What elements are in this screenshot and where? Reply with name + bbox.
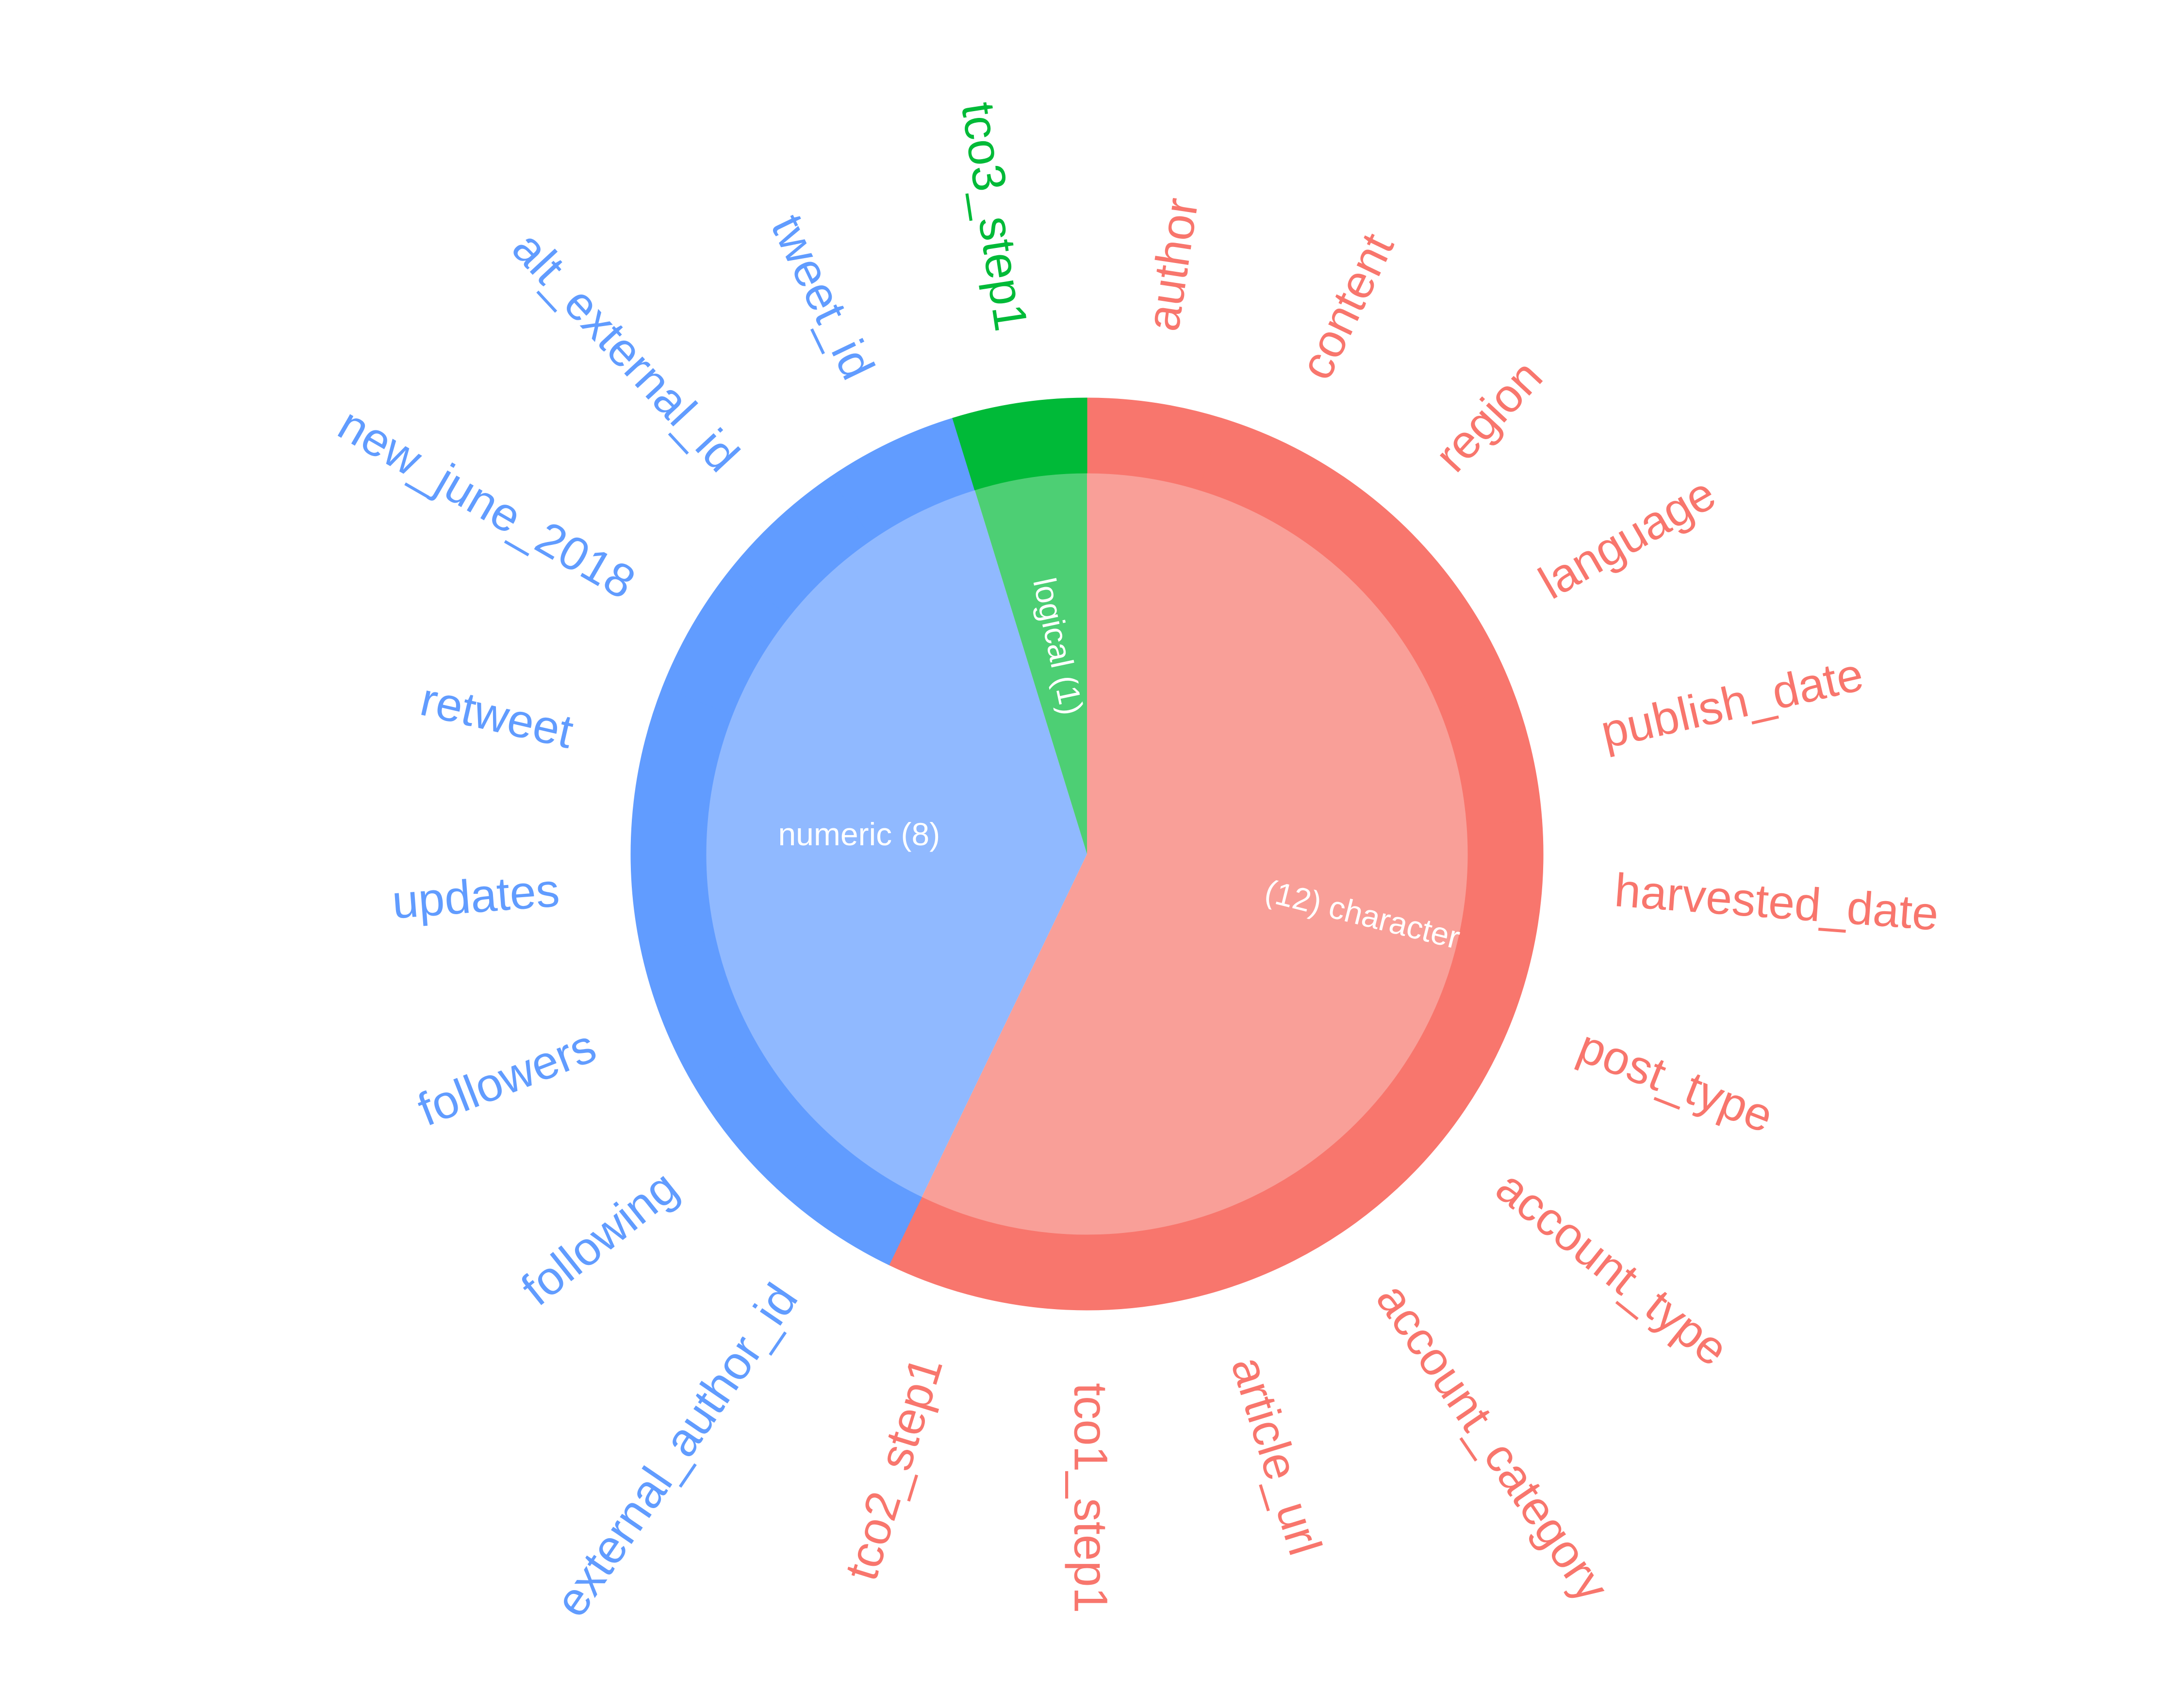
column-label-post-type: post_type <box>1571 1019 1780 1143</box>
column-label-updates: updates <box>390 863 561 928</box>
column-label-language: language <box>1530 466 1724 609</box>
column-label-following: following <box>511 1160 688 1316</box>
type-label-numeric: numeric (8) <box>778 816 940 852</box>
column-label-tco2-step1: tco2_step1 <box>834 1350 953 1586</box>
outer-ring <box>630 397 1544 1311</box>
column-label-author: author <box>1136 195 1208 334</box>
column-label-publish-date: publish_date <box>1596 647 1868 758</box>
column-wedge-tco3-step1 <box>952 397 1087 491</box>
type-wedge-logical <box>974 473 1087 854</box>
column-wedge-harvested-date <box>1458 820 1544 956</box>
column-label-region: region <box>1425 350 1552 482</box>
column-label-content: content <box>1289 225 1404 387</box>
column-label-new-june-2018: new_june_2018 <box>329 397 644 609</box>
column-label-harvested-date: harvested_date <box>1613 863 1940 940</box>
column-label-retweet: retweet <box>416 673 578 758</box>
column-label-account-category: account_category <box>1366 1274 1619 1610</box>
column-wedge-tco1-step1 <box>1019 1230 1155 1311</box>
column-label-article-url: article_url <box>1221 1350 1332 1561</box>
column-label-account-type: account_type <box>1486 1160 1738 1376</box>
column-label-followers: followers <box>411 1019 603 1136</box>
column-label-external-author-id: external_author_id <box>544 1274 808 1626</box>
column-label-tweet-id: tweet_id <box>761 206 885 387</box>
column-label-tco1-step1: tco1_step1 <box>1064 1383 1117 1613</box>
inner-ring <box>706 473 1468 1235</box>
type-wedge-numeric <box>706 490 1087 1198</box>
column-wedge-updates <box>630 820 716 956</box>
column-label-tco3-step1: tco3_step1 <box>952 99 1038 335</box>
type-wedge-character <box>922 473 1468 1235</box>
column-label-alt-external-id: alt_external_id <box>502 221 749 482</box>
